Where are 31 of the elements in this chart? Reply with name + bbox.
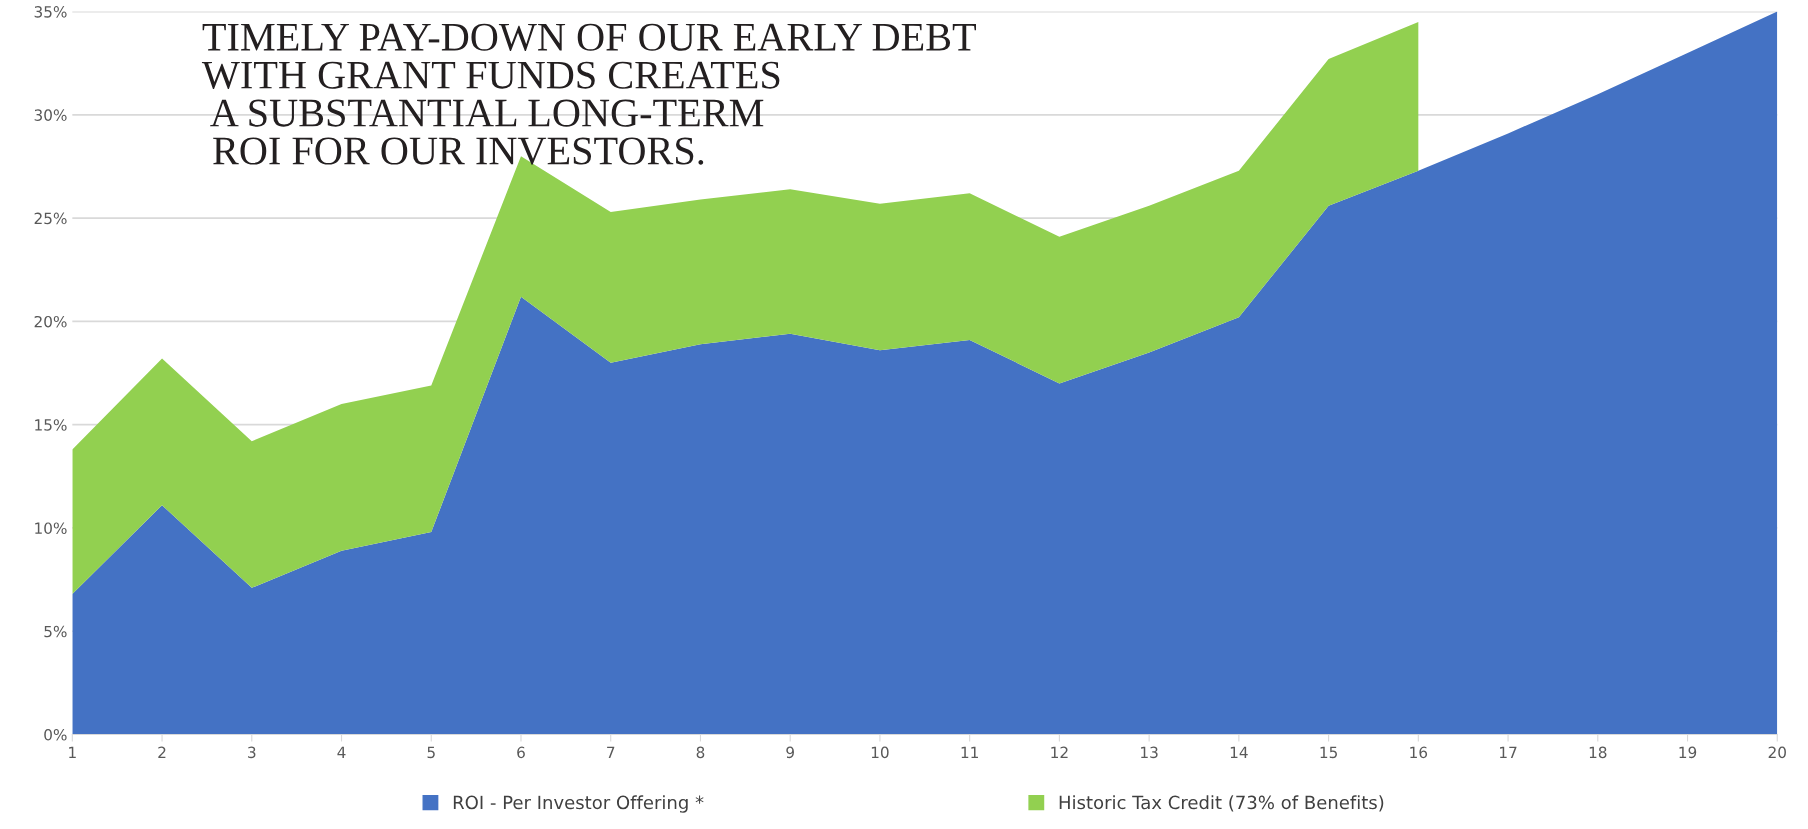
y-tick-label: 30% (34, 109, 67, 121)
x-tick-label: 3 (248, 746, 256, 759)
y-tick-label: 15% (35, 419, 67, 431)
x-tick-label: 16 (1410, 746, 1428, 759)
x-tick-label: 4 (337, 746, 346, 758)
legend-label: ROI - Per Investor Offering * (453, 795, 704, 813)
x-tick-label: 17 (1500, 746, 1517, 758)
legend-label: Historic Tax Credit (73% of Benefits) (1059, 795, 1384, 812)
x-tick-label: 6 (517, 746, 525, 759)
text: TIMELY PAY-DOWN OF OUR EARLY DEBT WITH GRANT FUNDS CREATES A SUBSTANTIAL LONG-TERM ROI FOR OUR INVESTORS. (201, 23, 976, 165)
x-tick-label: 7 (607, 746, 615, 758)
y-tick-label: 35% (34, 6, 67, 18)
y-tick-label: 20% (34, 315, 67, 328)
x-tick-label: 19 (1679, 746, 1697, 759)
x-tick-label: 18 (1589, 746, 1607, 759)
y-tick-label: 5% (44, 625, 67, 638)
x-tick-label: 20 (1768, 746, 1786, 759)
x-tick-label: 12 (1051, 746, 1068, 758)
x-tick-label: 5 (427, 746, 435, 759)
x-tick-label: 1 (69, 746, 76, 758)
x-tick-label: 9 (786, 746, 794, 759)
y-tick-label: 25% (34, 212, 67, 225)
x-tick-label: 15 (1320, 746, 1337, 759)
x-tick-label: 13 (1141, 746, 1158, 759)
y-tick-label: 10% (35, 522, 67, 534)
x-tick-label: 14 (1230, 746, 1248, 758)
x-tick-label: 11 (961, 746, 978, 758)
x-tick-label: 10 (871, 746, 889, 759)
x-tick-label: 8 (696, 746, 705, 759)
y-tick-label: 0% (44, 728, 67, 741)
x-tick-label: 2 (158, 746, 166, 758)
